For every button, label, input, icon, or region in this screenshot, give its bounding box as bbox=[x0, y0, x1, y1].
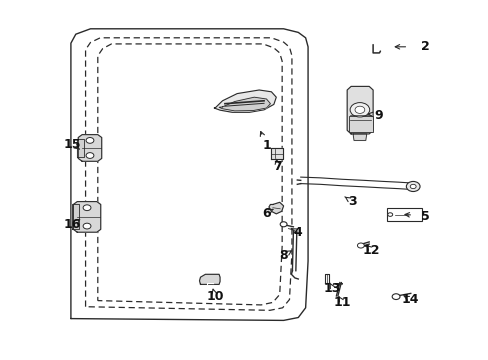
Text: 16: 16 bbox=[63, 219, 81, 231]
Polygon shape bbox=[214, 90, 276, 112]
Circle shape bbox=[280, 222, 286, 227]
Text: 4: 4 bbox=[293, 226, 302, 239]
Text: 8: 8 bbox=[279, 249, 287, 262]
Text: 12: 12 bbox=[362, 244, 380, 257]
FancyBboxPatch shape bbox=[386, 208, 421, 221]
Polygon shape bbox=[77, 139, 84, 157]
Polygon shape bbox=[219, 97, 270, 111]
Circle shape bbox=[409, 184, 415, 189]
Polygon shape bbox=[72, 204, 79, 229]
Polygon shape bbox=[268, 202, 283, 214]
Text: 13: 13 bbox=[323, 282, 341, 294]
Polygon shape bbox=[271, 148, 282, 159]
Circle shape bbox=[86, 138, 94, 143]
Polygon shape bbox=[346, 86, 372, 134]
Circle shape bbox=[406, 181, 419, 192]
Circle shape bbox=[86, 153, 94, 158]
Circle shape bbox=[83, 223, 91, 229]
Circle shape bbox=[354, 106, 364, 113]
Text: 6: 6 bbox=[262, 207, 270, 220]
Polygon shape bbox=[199, 274, 220, 284]
Text: 1: 1 bbox=[262, 139, 270, 152]
Text: 9: 9 bbox=[374, 109, 383, 122]
Text: 14: 14 bbox=[401, 293, 419, 306]
Text: 3: 3 bbox=[347, 195, 356, 208]
Text: 10: 10 bbox=[206, 291, 224, 303]
Text: 15: 15 bbox=[63, 138, 81, 150]
FancyBboxPatch shape bbox=[348, 116, 372, 132]
Text: 2: 2 bbox=[420, 40, 429, 53]
Circle shape bbox=[387, 213, 392, 216]
Text: 5: 5 bbox=[420, 210, 429, 222]
Polygon shape bbox=[352, 134, 366, 140]
Polygon shape bbox=[78, 135, 102, 161]
Polygon shape bbox=[73, 202, 101, 232]
Circle shape bbox=[391, 294, 399, 300]
Circle shape bbox=[349, 103, 369, 117]
Text: 7: 7 bbox=[273, 160, 282, 173]
Circle shape bbox=[357, 243, 364, 248]
Circle shape bbox=[83, 205, 91, 211]
Text: 11: 11 bbox=[333, 296, 350, 309]
